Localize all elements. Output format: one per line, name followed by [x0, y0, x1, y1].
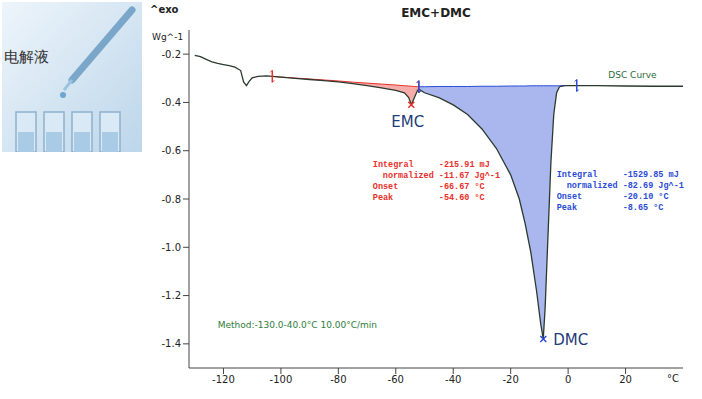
svg-text:-120: -120 — [212, 374, 235, 385]
html-text:-1529.85 mJ: -1529.85 mJ — [622, 170, 679, 180]
html-text:Integral: Integral — [556, 170, 598, 180]
html-text:-66.67 °C: -66.67 °C — [438, 182, 485, 193]
svg-text:0: 0 — [565, 374, 571, 385]
html-text:电解液: 电解液 — [4, 48, 49, 66]
html-text:normalized: normalized — [566, 181, 618, 191]
svg-text:-40: -40 — [445, 374, 461, 385]
svg-text:-0.4: -0.4 — [161, 97, 181, 108]
html-text:EMC+DMC: EMC+DMC — [401, 6, 471, 20]
html-text:-82.69 Jg^-1: -82.69 Jg^-1 — [622, 181, 684, 191]
svg-text:-1.0: -1.0 — [161, 242, 181, 253]
svg-text:-1.4: -1.4 — [161, 338, 181, 349]
html-text:°C: °C — [667, 373, 679, 384]
html-text:Peak: Peak — [372, 193, 394, 204]
svg-text:20: 20 — [619, 374, 632, 385]
html-text:Method:-130.0-40.0°C 10.00°C/m: Method:-130.0-40.0°C 10.00°C/min — [217, 319, 377, 330]
svg-text:-0.6: -0.6 — [161, 145, 181, 156]
svg-text:-1.2: -1.2 — [161, 290, 181, 301]
svg-text:-60: -60 — [388, 374, 404, 385]
svg-text:-0.8: -0.8 — [161, 194, 181, 205]
svg-text:EMC: EMC — [391, 113, 424, 131]
html-text:-11.67 Jg^-1: -11.67 Jg^-1 — [438, 171, 500, 182]
svg-text:DMC: DMC — [553, 331, 588, 349]
svg-text:-80: -80 — [330, 374, 346, 385]
html-text:-54.60 °C: -54.60 °C — [438, 193, 485, 204]
html-text:Peak: Peak — [556, 203, 577, 213]
html-text:Integral: Integral — [372, 160, 414, 171]
svg-text:-20: -20 — [503, 374, 519, 385]
svg-text:-100: -100 — [270, 374, 293, 385]
html-text:-20.10 °C: -20.10 °C — [622, 192, 669, 202]
html-text:Onset: Onset — [556, 192, 583, 202]
html-text:Wg^-1: Wg^-1 — [152, 32, 184, 42]
html-text:normalized: normalized — [382, 171, 434, 182]
svg-text:-0.2: -0.2 — [161, 49, 181, 60]
html-text:-215.91 mJ: -215.91 mJ — [438, 160, 490, 171]
html-text:DSC Curve: DSC Curve — [608, 69, 657, 80]
html-text:^exo: ^exo — [150, 4, 179, 15]
html-text:-8.65 °C: -8.65 °C — [622, 203, 664, 213]
html-text:Onset: Onset — [372, 182, 399, 193]
